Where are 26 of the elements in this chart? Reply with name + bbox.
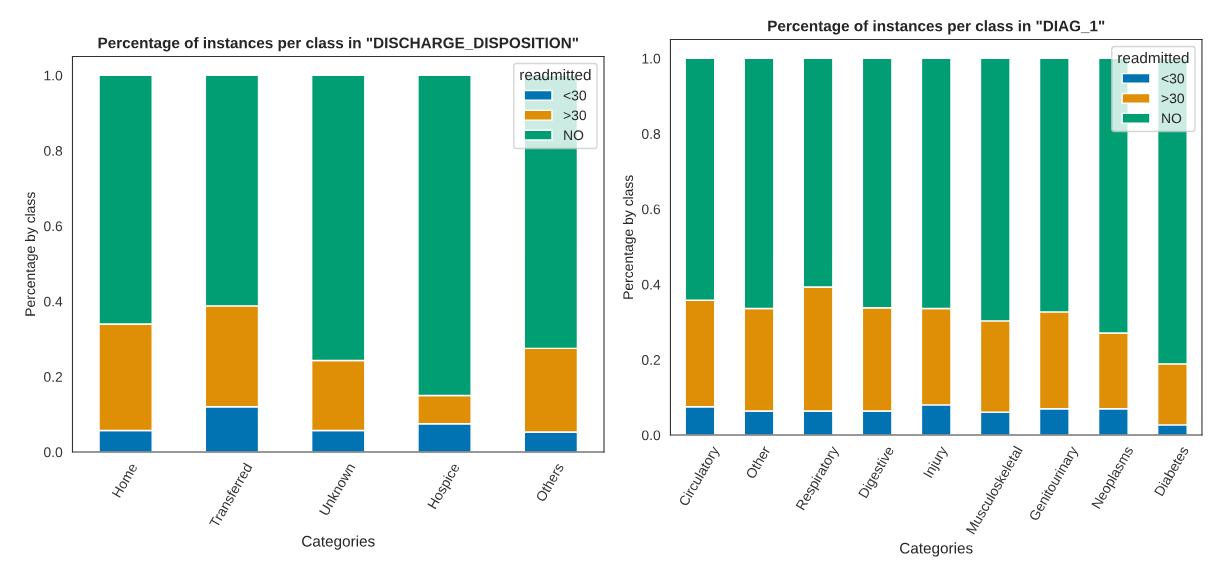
y-tick-label: 1.0 <box>642 53 661 64</box>
y-tick-label: 0.4 <box>641 279 661 290</box>
y-axis-title: Percentage by class <box>24 192 38 316</box>
y-tick-label: 0.4 <box>43 296 63 307</box>
legend-title: readmitted <box>520 69 591 81</box>
legend-title: readmitted <box>1118 52 1189 64</box>
legend-label: >30 <box>563 110 587 121</box>
chart-title: Percentage of instances per class in "DIAG_1" <box>768 20 1105 35</box>
y-tick-label: 0.2 <box>43 372 63 382</box>
legend-label: NO <box>564 130 584 141</box>
legend-label: <30 <box>1161 73 1185 84</box>
chart-title: Percentage of instances per class in "DISCHARGE_DISPOSITION" <box>98 37 578 52</box>
y-tick-label: 0.6 <box>43 221 63 232</box>
y-axis-title: Percentage by class <box>622 175 636 299</box>
y-tick-label: 0.8 <box>641 129 661 139</box>
y-tick-label: 0.0 <box>43 447 63 458</box>
y-tick-label: 1.0 <box>44 70 63 81</box>
y-tick-label: 0.6 <box>641 204 661 215</box>
legend-label: >30 <box>1161 93 1185 104</box>
x-axis-title: Categories <box>900 542 973 557</box>
legend-label: NO <box>1162 113 1182 124</box>
y-tick-label: 0.2 <box>641 355 661 365</box>
legend-label: <30 <box>563 90 587 101</box>
y-tick-label: 0.0 <box>641 430 661 441</box>
x-axis-title: Categories <box>302 535 375 550</box>
y-tick-label: 0.8 <box>43 146 63 156</box>
